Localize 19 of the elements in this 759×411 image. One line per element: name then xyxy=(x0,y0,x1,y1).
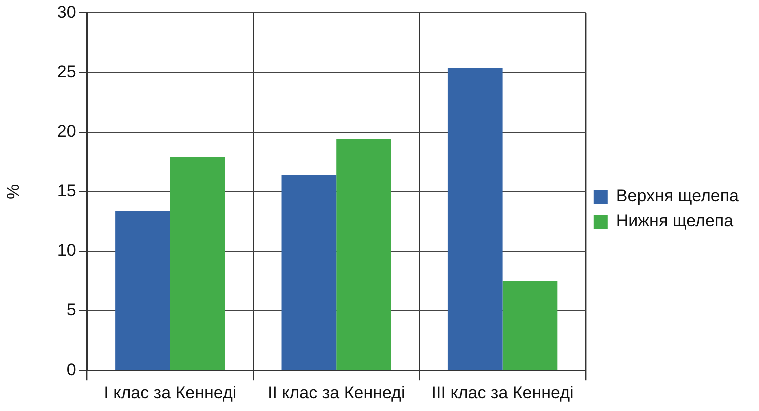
y-tick-label: 20 xyxy=(57,122,76,142)
y-tick-label: 25 xyxy=(57,62,76,82)
bar xyxy=(502,281,558,370)
bar xyxy=(282,175,337,370)
legend-label: Нижня щелепа xyxy=(616,212,734,231)
y-tick-label: 15 xyxy=(57,182,76,201)
y-tick-label: 10 xyxy=(57,241,76,260)
y-tick-label: 5 xyxy=(66,300,76,320)
y-axis-title: % xyxy=(4,184,23,200)
x-tick-label: I клас за Кеннеді xyxy=(104,383,237,402)
bar xyxy=(116,210,170,370)
x-tick-label: III клас за Кеннеді xyxy=(432,383,574,402)
x-tick-label: II клас за Кеннеді xyxy=(268,383,406,402)
bar xyxy=(170,157,226,370)
y-tick-label: 0 xyxy=(66,360,76,380)
legend-label: Верхня щелепа xyxy=(616,186,740,206)
bar xyxy=(448,68,503,370)
bar xyxy=(336,139,392,370)
y-tick-label: 30 xyxy=(57,2,76,22)
